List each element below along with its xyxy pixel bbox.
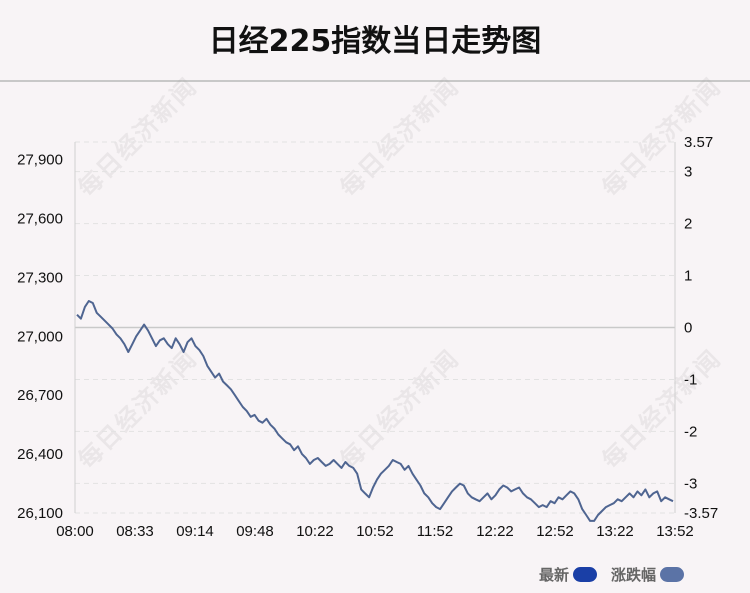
y-right-tick-label: -2 bbox=[684, 423, 697, 440]
y-right-tick-label: 2 bbox=[684, 216, 692, 233]
title-divider bbox=[0, 80, 750, 82]
y-right-tick-label: 1 bbox=[684, 268, 692, 285]
y-left-tick-label: 26,100 bbox=[17, 505, 63, 522]
legend-item-latest[interactable]: 最新 bbox=[539, 564, 597, 585]
x-tick-label: 09:48 bbox=[236, 523, 274, 540]
y-left-tick-label: 27,300 bbox=[17, 269, 63, 286]
y-right-tick-label: -3 bbox=[684, 475, 697, 492]
legend-item-change[interactable]: 涨跌幅 bbox=[611, 564, 684, 585]
legend-label-latest: 最新 bbox=[538, 566, 569, 584]
series-line-latest bbox=[76, 300, 674, 522]
legend-swatch-change bbox=[660, 567, 684, 582]
legend-label-change: 涨跌幅 bbox=[610, 566, 656, 584]
y-left-tick-label: 26,700 bbox=[17, 387, 63, 404]
x-tick-label: 08:33 bbox=[116, 523, 154, 540]
y-right-tick-label: -1 bbox=[684, 371, 697, 388]
y-left-tick-label: 26,400 bbox=[17, 446, 63, 463]
x-tick-label: 12:52 bbox=[536, 523, 574, 540]
y-right-tick-label: -3.57 bbox=[684, 505, 718, 522]
y-right-tick-label: 3 bbox=[684, 164, 692, 181]
x-tick-label: 09:14 bbox=[176, 523, 214, 540]
x-tick-label: 11:52 bbox=[417, 523, 453, 540]
y-right-tick-label: 0 bbox=[684, 320, 692, 337]
x-tick-label: 13:22 bbox=[596, 523, 634, 540]
x-tick-label: 10:22 bbox=[296, 523, 334, 540]
y-right-tick-label: 3.57 bbox=[684, 134, 713, 151]
x-tick-label: 08:00 bbox=[56, 523, 94, 540]
y-left-tick-label: 27,000 bbox=[17, 328, 63, 345]
chart-title: 日经225指数当日走势图 bbox=[208, 24, 542, 59]
x-tick-label: 12:22 bbox=[476, 523, 514, 540]
x-tick-label: 10:52 bbox=[356, 523, 394, 540]
legend-swatch-latest bbox=[572, 567, 597, 582]
x-tick-label: 13:52 bbox=[656, 523, 694, 540]
y-left-tick-label: 27,900 bbox=[17, 152, 63, 169]
y-left-tick-label: 27,600 bbox=[17, 211, 63, 228]
legend: 最新 涨跌幅 bbox=[525, 564, 684, 585]
